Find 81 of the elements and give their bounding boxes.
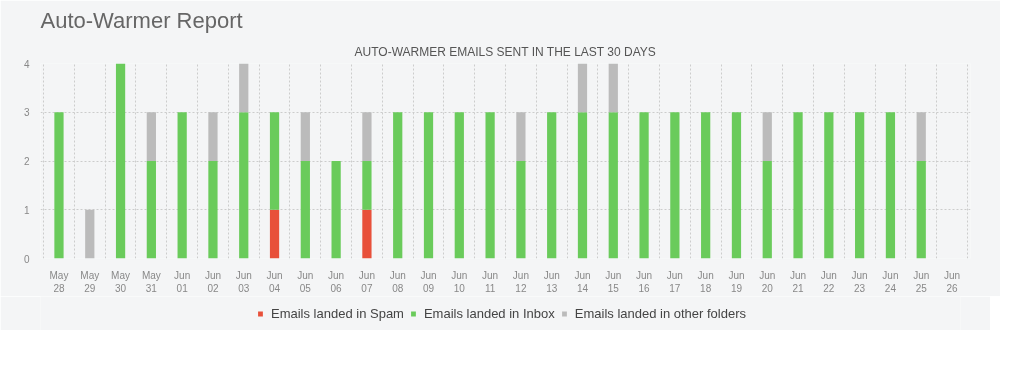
bar [239, 112, 249, 259]
x-tick-label: Jun 08 [389, 269, 406, 294]
bar [608, 63, 618, 113]
x-tick-label: Jun 12 [512, 269, 529, 294]
bar [701, 112, 711, 259]
y-tick-label: 1 [23, 204, 30, 216]
y-tick-label: 3 [23, 107, 30, 119]
bar [115, 63, 126, 259]
bar [577, 112, 588, 259]
x-tick-label: Jun 22 [820, 269, 837, 294]
x-tick-label: Jun 05 [297, 269, 314, 294]
bar [362, 112, 372, 161]
bar [762, 112, 772, 161]
y-tick-label: 2 [23, 156, 30, 167]
bar [362, 161, 372, 210]
x-tick-label: Jun 11 [482, 269, 499, 294]
chart-title: Auto-Warmer Report [40, 7, 243, 33]
x-tick-label: Jun 03 [235, 269, 252, 294]
x-tick-label: Jun 25 [913, 269, 930, 294]
bar [177, 112, 187, 259]
x-tick-label: May 29 [80, 269, 100, 294]
x-tick-label: Jun 16 [636, 269, 653, 294]
x-tick-label: Jun 07 [358, 269, 375, 294]
x-tick-label: Jun 26 [943, 269, 961, 294]
bar [362, 209, 372, 259]
bar [208, 112, 218, 161]
x-tick-label: May 31 [141, 269, 161, 294]
bar [393, 112, 403, 259]
x-tick-label: Jun 18 [697, 269, 714, 294]
bar [85, 209, 95, 259]
bar [577, 63, 588, 113]
bar [516, 161, 526, 259]
bar [731, 112, 742, 259]
x-tick-label: Jun 06 [328, 269, 345, 294]
bar [824, 112, 834, 259]
bar [516, 112, 526, 161]
chart-subtitle: AUTO-WARMER EMAILS SENT IN THE LAST 30 DAYS [354, 44, 656, 59]
x-tick-label: Jun 10 [451, 269, 468, 294]
bar [269, 209, 280, 259]
x-tick-label: Jun 15 [605, 269, 622, 294]
bar [300, 161, 310, 259]
x-tick-label: Jun 19 [728, 269, 745, 294]
x-tick-label: Jun 23 [851, 269, 868, 294]
x-tick-label: Jun 24 [882, 269, 899, 294]
x-tick-label: Jun 13 [543, 269, 560, 294]
y-tick-label: 0 [23, 253, 30, 265]
bar [146, 161, 156, 259]
bar [454, 112, 464, 259]
bar [762, 161, 772, 259]
x-tick-label: May 30 [111, 269, 131, 294]
x-tick-label: Jun 02 [204, 269, 222, 294]
bar [547, 112, 557, 259]
bar [146, 112, 156, 161]
x-tick-label: May 28 [49, 269, 69, 294]
bar [855, 112, 865, 259]
legend-label: Emails landed in Spam [270, 305, 404, 321]
x-tick-label: Jun 04 [266, 269, 283, 294]
x-tick-label: Jun 09 [420, 269, 437, 294]
bar [54, 112, 64, 259]
bar [300, 112, 310, 161]
bar [608, 112, 618, 259]
bar [885, 112, 896, 259]
bar [639, 112, 649, 259]
x-tick-label: Jun 14 [574, 269, 591, 294]
x-tick-label: Jun 20 [759, 269, 776, 294]
bar [239, 63, 249, 113]
bar [793, 112, 803, 259]
x-tick-label: Jun 01 [174, 269, 191, 294]
x-tick-label: Jun 21 [789, 269, 807, 294]
bar [916, 161, 926, 259]
y-tick-label: 4 [23, 58, 30, 70]
bar [269, 112, 280, 210]
bar [423, 112, 434, 259]
bar [208, 161, 218, 259]
bar [670, 112, 680, 259]
legend-label: Emails landed in other folders [574, 305, 747, 321]
legend-label: Emails landed in Inbox [423, 305, 555, 321]
bar [331, 161, 341, 259]
bar [485, 112, 495, 259]
x-tick-label: Jun 17 [666, 269, 683, 294]
bar [916, 112, 926, 161]
